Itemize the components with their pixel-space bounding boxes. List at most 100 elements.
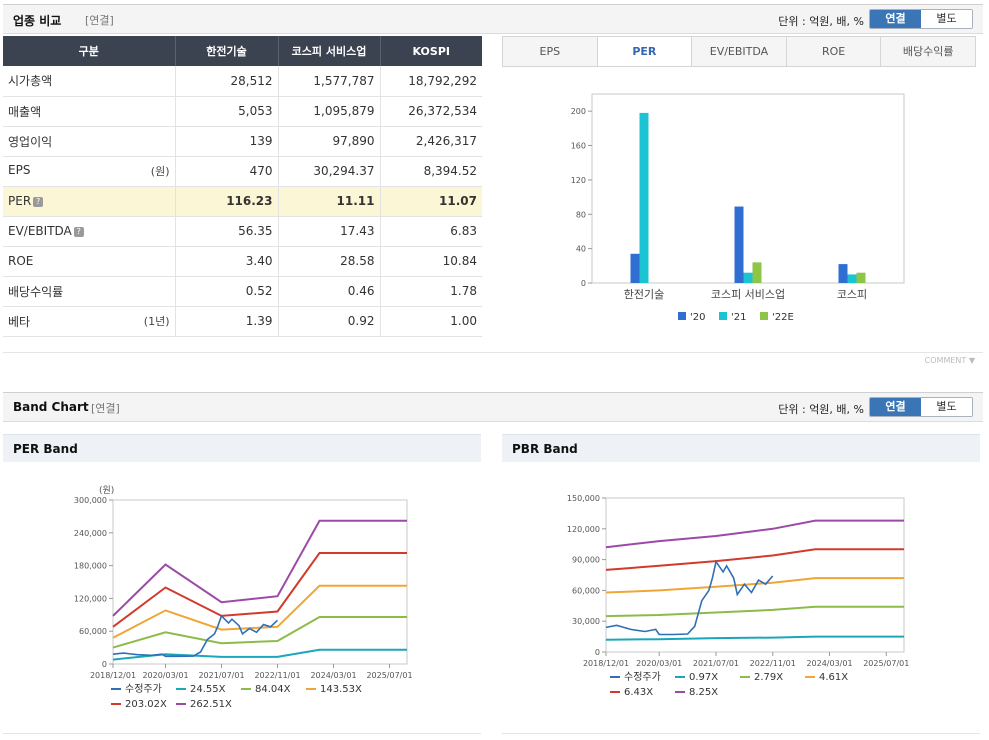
table-row: 영업이익 139 97,890 2,426,317 bbox=[3, 126, 482, 157]
value-cell: 8,394.52 bbox=[379, 156, 482, 187]
plot-area bbox=[112, 499, 408, 665]
y-tick-label: 0 bbox=[581, 279, 586, 288]
table-row: ROE 3.40 28.58 10.84 bbox=[3, 246, 482, 277]
separate-button[interactable]: 별도 bbox=[921, 10, 972, 28]
bar bbox=[639, 112, 649, 284]
bar bbox=[838, 264, 848, 283]
row-label: EV/EBITDA bbox=[8, 224, 72, 238]
col-header: 코스피 서비스업 bbox=[278, 36, 381, 66]
legend-label: '21 bbox=[731, 312, 746, 323]
band-toggle: 연결 별도 bbox=[869, 397, 973, 417]
y-tick-label: 240,000 bbox=[74, 529, 107, 538]
value-cell: 1.78 bbox=[379, 276, 482, 307]
bar bbox=[752, 262, 762, 283]
value-cell: 17.43 bbox=[277, 216, 380, 247]
legend-label: '20 bbox=[690, 312, 705, 323]
legend-label: 24.55X bbox=[190, 684, 226, 695]
value-cell: 0.92 bbox=[277, 306, 380, 337]
comparison-sub: [연결] bbox=[85, 14, 114, 27]
table-row: EV/EBITDA? 56.35 17.43 6.83 bbox=[3, 216, 482, 247]
y-tick-label: 60,000 bbox=[572, 586, 600, 595]
tab-1[interactable]: EPS bbox=[503, 37, 598, 66]
row-label: 베타 bbox=[8, 314, 31, 329]
value-cell: 30,294.37 bbox=[277, 156, 380, 187]
legend-label: 수정주가 bbox=[624, 671, 661, 683]
y-tick-label: 90,000 bbox=[572, 556, 600, 565]
y-tick-label: 180,000 bbox=[74, 562, 107, 571]
row-label: PER bbox=[8, 194, 32, 208]
value-cell: 18,792,292 bbox=[379, 66, 482, 97]
row-label: 영업이익 bbox=[8, 134, 53, 149]
x-tick-label: 2024/03/01 bbox=[310, 671, 356, 680]
x-tick-label: 2020/03/01 bbox=[142, 671, 188, 680]
band-consolidated-button[interactable]: 연결 bbox=[870, 398, 921, 416]
series-line bbox=[605, 559, 774, 636]
series-line bbox=[605, 548, 904, 571]
comment-link[interactable]: COMMENT ▼ bbox=[925, 356, 975, 365]
series-line bbox=[112, 614, 279, 658]
y-tick-label: 160 bbox=[571, 142, 586, 151]
legend-label: 6.43X bbox=[624, 687, 653, 698]
row-label-cell: EPS (원) bbox=[3, 156, 175, 187]
band-bottom-line-right bbox=[502, 733, 980, 734]
legend-swatch bbox=[719, 312, 727, 320]
tab-4[interactable]: ROE bbox=[786, 37, 882, 66]
x-tick-label: 2018/12/01 bbox=[583, 659, 629, 668]
help-icon[interactable]: ? bbox=[73, 227, 84, 237]
y-tick-label: 30,000 bbox=[572, 617, 600, 626]
legend-label: 2.79X bbox=[754, 672, 783, 683]
value-cell: 139 bbox=[174, 126, 278, 157]
bar bbox=[734, 206, 744, 283]
row-label: 배당수익률 bbox=[8, 284, 64, 299]
bar bbox=[856, 272, 866, 283]
legend-label: 262.51X bbox=[190, 699, 232, 710]
row-label-cell: 시가총액 bbox=[3, 66, 175, 97]
y-axis-label: (원) bbox=[99, 485, 114, 496]
per-band-chart: (원) 0 60,000 120,000 180,000 240,000 300,000 20… bbox=[74, 485, 413, 710]
value-cell: 116.23 bbox=[174, 186, 278, 217]
band-sub: [연결] bbox=[91, 402, 120, 415]
series-line bbox=[605, 519, 904, 549]
y-tick-label: 0 bbox=[102, 660, 107, 669]
value-cell: 1,577,787 bbox=[277, 66, 380, 97]
table-row: 매출액 5,053 1,095,879 26,372,534 bbox=[3, 96, 482, 127]
row-label-cell: 배당수익률 bbox=[3, 276, 175, 307]
tab-5[interactable]: 배당수익률 bbox=[881, 37, 975, 66]
x-tick-label: 2022/11/01 bbox=[254, 671, 300, 680]
metric-tabs: EPS PER EV/EBITDA ROE 배당수익률 bbox=[502, 36, 976, 67]
help-icon[interactable]: ? bbox=[33, 197, 44, 207]
consolidated-button[interactable]: 연결 bbox=[870, 10, 921, 28]
x-tick-label: 2025/07/01 bbox=[863, 659, 909, 668]
col-header: KOSPI bbox=[380, 36, 482, 66]
bar bbox=[743, 272, 753, 283]
value-cell: 0.46 bbox=[277, 276, 380, 307]
row-label: 매출액 bbox=[8, 104, 42, 119]
y-tick-label: 300,000 bbox=[74, 496, 107, 505]
tab-2[interactable]: PER bbox=[597, 37, 693, 66]
band-bottom-line-left bbox=[3, 733, 481, 734]
row-label: ROE bbox=[8, 254, 34, 268]
value-cell: 28.58 bbox=[277, 246, 380, 277]
table-bottom-line bbox=[3, 352, 983, 353]
band-separate-button[interactable]: 별도 bbox=[921, 398, 972, 416]
legend-swatch bbox=[678, 312, 686, 320]
x-tick-label: 2021/07/01 bbox=[198, 671, 244, 680]
x-tick-label: 2020/03/01 bbox=[636, 659, 682, 668]
series-line bbox=[112, 616, 407, 649]
value-cell: 26,372,534 bbox=[379, 96, 482, 127]
legend-label: 8.25X bbox=[689, 687, 718, 698]
tab-3[interactable]: EV/EBITDA bbox=[692, 37, 787, 66]
row-label: EPS bbox=[8, 163, 31, 177]
y-tick-label: 60,000 bbox=[79, 627, 107, 636]
value-cell: 1.39 bbox=[174, 306, 278, 337]
table-row: PER? 116.23 11.11 11.07 bbox=[3, 186, 482, 217]
row-label-cell: ROE bbox=[3, 246, 175, 277]
comparison-table: 구분 한전기술 코스피 서비스업 KOSPI 시가총액 28,512 1,577,7… bbox=[3, 36, 482, 337]
x-tick-label: 2024/03/01 bbox=[806, 659, 852, 668]
series-line bbox=[605, 635, 904, 641]
y-tick-label: 40 bbox=[576, 245, 586, 254]
category-label: 코스피 bbox=[837, 288, 867, 301]
legend-label: 수정주가 bbox=[125, 683, 162, 695]
row-unit: (원) bbox=[150, 165, 170, 178]
legend-swatch bbox=[760, 312, 768, 320]
